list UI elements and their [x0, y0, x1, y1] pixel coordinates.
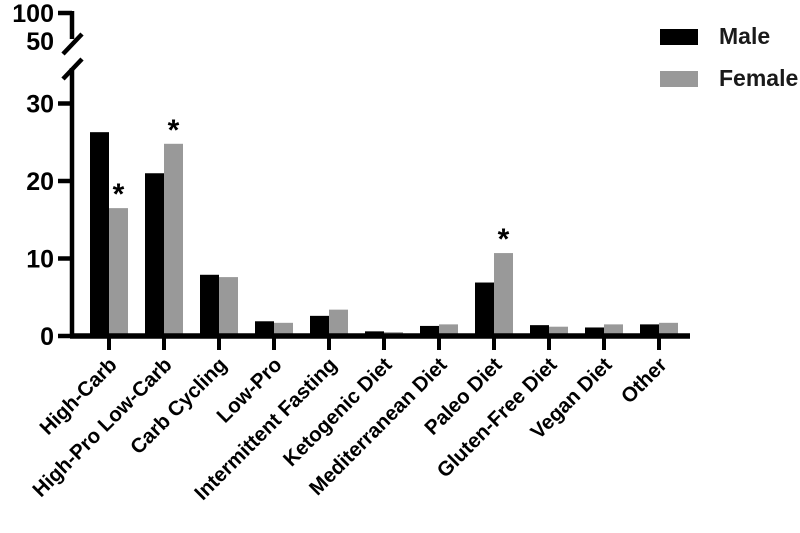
bar-female-low-pro [274, 322, 293, 336]
significance-asterisk: * [113, 178, 125, 211]
bar-male-carb-cycling [200, 274, 219, 336]
legend-male-swatch [660, 28, 698, 45]
bar-female-carb-cycling [219, 277, 238, 336]
bar-male-low-pro [255, 321, 274, 336]
bar-male-paleo-diet [475, 282, 494, 336]
x-tick-label: Other [617, 353, 672, 408]
y-tick-label: 20 [26, 168, 54, 196]
bar-male-intermittent-fasting [310, 315, 329, 336]
axis-break-upper-slash [61, 32, 84, 56]
axis-break-lower-slash [61, 57, 84, 81]
x-tick-label: Carb Cycling [126, 353, 232, 459]
bar-female-vegan-diet [604, 324, 623, 336]
bar-female-mediterranean-diet [439, 324, 458, 336]
y-tick-label: 50 [26, 28, 54, 56]
legend-row-female: Female [660, 64, 798, 93]
bar-female-paleo-diet [494, 253, 513, 336]
bar-male-gluten-free-diet [530, 325, 549, 336]
bar-male-vegan-diet [585, 327, 604, 336]
bar-female-other [659, 322, 678, 336]
legend-female-label: Female [719, 65, 799, 91]
chart-legend: Male Female [660, 22, 798, 93]
bar-female-intermittent-fasting [329, 309, 348, 336]
legend-row-male: Male [660, 22, 798, 51]
bar-male-high-carb [90, 132, 109, 336]
bar-male-mediterranean-diet [420, 325, 439, 336]
y-tick-label: 100 [12, 0, 54, 28]
y-tick-label: 10 [26, 246, 54, 274]
bar-female-gluten-free-diet [549, 326, 568, 336]
significance-asterisk: * [498, 223, 510, 256]
bar-male-other [640, 324, 659, 336]
significance-asterisk: * [168, 114, 180, 147]
legend-male-label: Male [719, 23, 771, 49]
bar-male-high-pro-low-carb [145, 173, 164, 336]
bar-female-high-pro-low-carb [164, 143, 183, 336]
y-tick-label: 0 [40, 323, 54, 351]
bar-female-high-carb [109, 208, 128, 336]
y-tick-label: 30 [26, 91, 54, 119]
legend-female-swatch [660, 70, 698, 87]
